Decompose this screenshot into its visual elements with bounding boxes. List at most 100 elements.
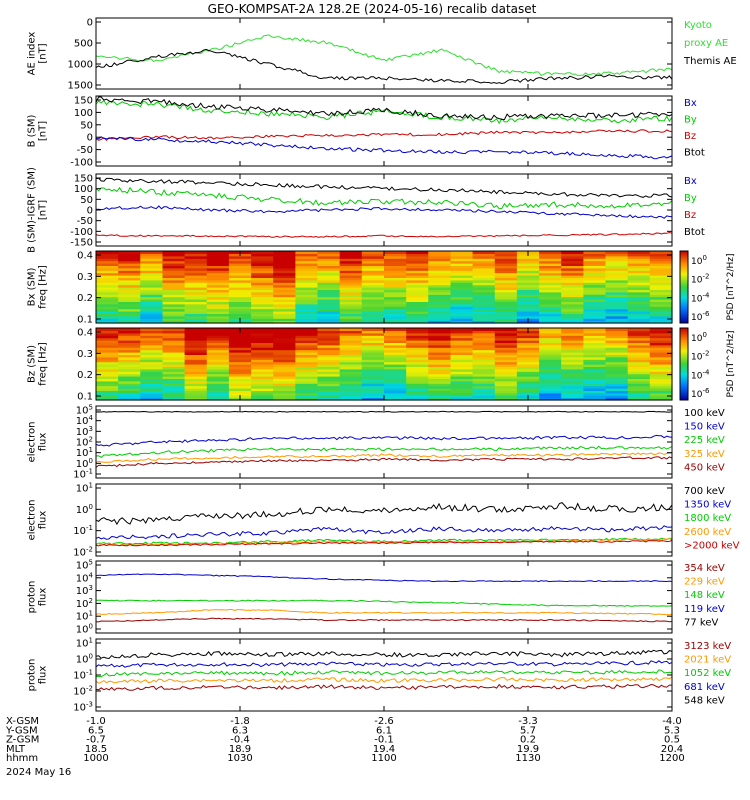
spectrogram-cell xyxy=(494,385,518,389)
spectrogram-cell xyxy=(295,294,319,298)
spectrogram-cell xyxy=(450,315,474,319)
spectrogram-cell xyxy=(273,251,296,254)
spectrogram-cell xyxy=(251,294,274,298)
y-axis-label-line: [nT] xyxy=(38,121,49,141)
spectrogram-cell xyxy=(96,328,119,331)
spectrogram-cell xyxy=(649,388,673,391)
y-axis-label-line: flux xyxy=(38,511,49,530)
spectrogram-cell xyxy=(516,352,540,355)
spectrogram-cell xyxy=(228,265,252,269)
spectrogram-cell xyxy=(140,332,164,336)
spectrogram-cell xyxy=(118,311,141,314)
spectrogram-cell xyxy=(206,291,230,295)
colorbar-tick-label: 10-6 xyxy=(691,310,710,323)
spectrogram-cell xyxy=(96,272,119,276)
spectrogram-cell xyxy=(516,296,540,300)
spectrogram-cell xyxy=(561,342,584,346)
spectrogram-cell xyxy=(251,383,274,387)
y-tick-label: 0.4 xyxy=(77,328,93,339)
y-tick-label: 105 xyxy=(76,559,93,572)
y-axis-label-line: Bx (SM) xyxy=(27,268,38,307)
spectrogram-cell xyxy=(384,371,407,375)
series-line xyxy=(95,649,673,660)
spectrogram-cell xyxy=(649,318,673,322)
spectrogram-cell xyxy=(228,368,252,372)
spectrogram-cell xyxy=(627,284,651,288)
spectrogram-cell xyxy=(406,380,429,384)
spectrogram-cell xyxy=(273,272,296,276)
spectrogram-cell xyxy=(561,356,584,360)
spectrogram-cell xyxy=(317,275,341,278)
spectrogram-cell xyxy=(605,301,629,305)
spectrogram-cell xyxy=(273,397,296,401)
spectrogram-cell xyxy=(627,390,651,394)
spectrogram-cell xyxy=(627,289,651,293)
spectrogram-cell xyxy=(228,344,252,348)
spectrogram-cell xyxy=(251,344,274,348)
spectrogram-cell xyxy=(162,388,186,391)
spectrogram-cell xyxy=(96,260,119,264)
spectrogram-cell xyxy=(450,364,474,367)
axis-row-value: -0.4 xyxy=(230,735,250,746)
spectrogram-cell xyxy=(162,335,186,339)
spectrogram-cell xyxy=(140,253,164,257)
spectrogram-cell xyxy=(561,340,584,343)
spectrogram-cell xyxy=(539,378,562,382)
spectrogram-cell xyxy=(539,303,562,307)
spectrogram-cell xyxy=(406,354,429,358)
spectrogram-cell xyxy=(627,279,651,283)
spectrogram-cell xyxy=(162,299,186,302)
spectrogram-cell xyxy=(583,275,607,278)
spectrogram-cell xyxy=(627,364,651,367)
spectrogram-cell xyxy=(605,313,629,317)
spectrogram-cell xyxy=(251,291,274,295)
spectrogram-cell xyxy=(627,366,651,370)
spectrogram-cell xyxy=(605,340,629,343)
spectrogram-cell xyxy=(96,397,119,401)
spectrogram-cell xyxy=(583,395,607,399)
spectrogram-cell xyxy=(339,342,363,346)
colorbar xyxy=(679,250,689,324)
panel-bx-spec: 0.40.30.20.1Bx (SM) freq [Hz]10010-210-41… xyxy=(27,250,736,326)
spectrogram-cell xyxy=(494,303,518,307)
spectrogram-cell xyxy=(295,332,319,336)
spectrogram-cell xyxy=(228,282,252,286)
spectrogram-cell xyxy=(384,294,407,298)
y-tick-label: 0.1 xyxy=(77,315,93,326)
spectrogram-cell xyxy=(118,392,141,396)
spectrogram-cell xyxy=(583,349,607,353)
spectrogram-cell xyxy=(450,366,474,370)
spectrogram-cell xyxy=(605,383,629,387)
spectrogram-cell xyxy=(516,388,540,391)
spectrogram-cell xyxy=(184,277,208,281)
spectrogram-cell xyxy=(384,282,407,286)
spectrogram-cell xyxy=(605,294,629,298)
spectrogram-cell xyxy=(561,397,584,401)
spectrogram-cell xyxy=(627,373,651,377)
spectrogram-cell xyxy=(317,270,341,274)
spectrogram-cell xyxy=(295,255,319,259)
spectrogram-cell xyxy=(184,311,208,314)
spectrogram-cell xyxy=(339,258,363,262)
y-axis-label: proton flux xyxy=(27,659,49,692)
spectrogram-cell xyxy=(494,380,518,384)
spectrogram-cell xyxy=(605,361,629,365)
spectrogram-cell xyxy=(162,352,186,355)
spectrogram-cell xyxy=(605,308,629,312)
spectrogram-cell xyxy=(361,308,385,312)
spectrogram-cell xyxy=(516,299,540,302)
spectrogram-cell xyxy=(605,371,629,375)
spectrogram-cell xyxy=(295,313,319,317)
spectrogram-cell xyxy=(605,315,629,319)
spectrogram-cell xyxy=(561,294,584,298)
spectrogram-cell xyxy=(118,352,141,355)
spectrogram-cell xyxy=(118,296,141,300)
spectrogram-cell xyxy=(162,330,186,334)
spectrogram-cell xyxy=(96,296,119,300)
spectrogram-cell xyxy=(162,287,186,290)
spectrogram-cell xyxy=(406,260,429,264)
spectrogram-cell xyxy=(118,347,141,351)
spectrogram-cell xyxy=(317,287,341,290)
spectrogram-cell xyxy=(583,344,607,348)
spectrogram-cell xyxy=(361,359,385,363)
